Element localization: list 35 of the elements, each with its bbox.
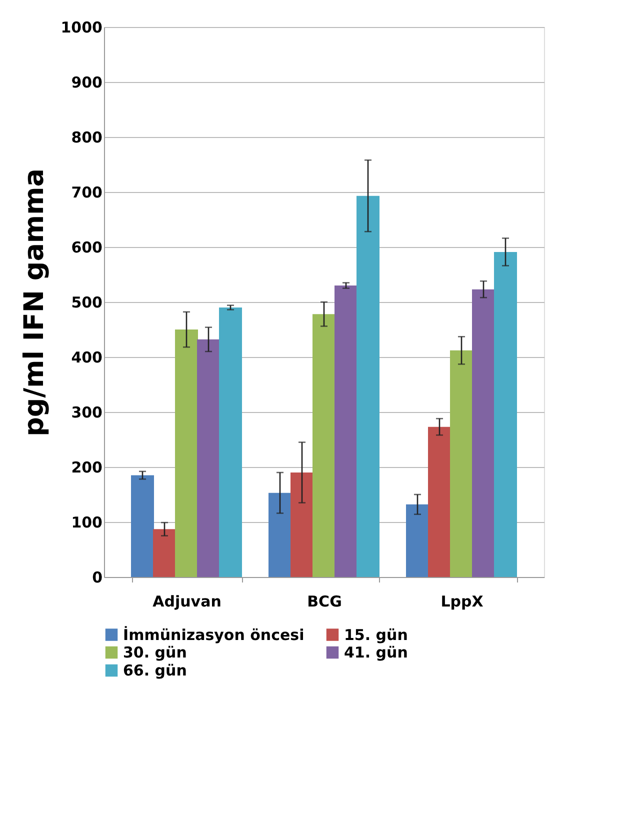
- bar: [356, 196, 380, 577]
- x-tick-label: BCG: [307, 592, 342, 610]
- bar: [175, 330, 198, 577]
- bar: [131, 475, 154, 577]
- bar: [450, 350, 473, 577]
- bar: [219, 308, 242, 577]
- bar: [406, 504, 429, 577]
- y-axis-title: pg/ml IFN gamma: [18, 168, 50, 436]
- y-tick-label: 600: [71, 238, 102, 256]
- legend-label: 15. gün: [344, 626, 408, 644]
- y-tick-label: 400: [71, 348, 102, 366]
- bar: [334, 286, 358, 577]
- y-tick-label: 300: [71, 404, 102, 422]
- bar: [197, 339, 220, 577]
- bar: [428, 426, 451, 577]
- y-tick-label: 1000: [60, 18, 102, 36]
- y-tick-label: 200: [71, 458, 102, 476]
- y-tick-label: 0: [92, 568, 102, 586]
- y-tick-label: 800: [71, 128, 102, 146]
- y-tick-label: 700: [71, 184, 102, 202]
- bar: [472, 289, 495, 577]
- x-tick-label: Adjuvan: [152, 592, 222, 610]
- legend-label: 66. gün: [123, 662, 187, 680]
- y-tick-label: 900: [71, 74, 102, 92]
- bar: [312, 314, 336, 577]
- y-tick-label: 100: [71, 514, 102, 532]
- bar: [268, 492, 292, 577]
- bar: [494, 252, 517, 577]
- y-tick-label: 500: [71, 294, 102, 312]
- x-tick-label: LppX: [440, 592, 484, 610]
- bar: [153, 529, 176, 577]
- legend-label: İmmünizasyon öncesi: [123, 626, 304, 644]
- legend-label: 41. gün: [344, 644, 408, 662]
- legend-label: 30. gün: [123, 644, 187, 662]
- bar: [290, 472, 314, 577]
